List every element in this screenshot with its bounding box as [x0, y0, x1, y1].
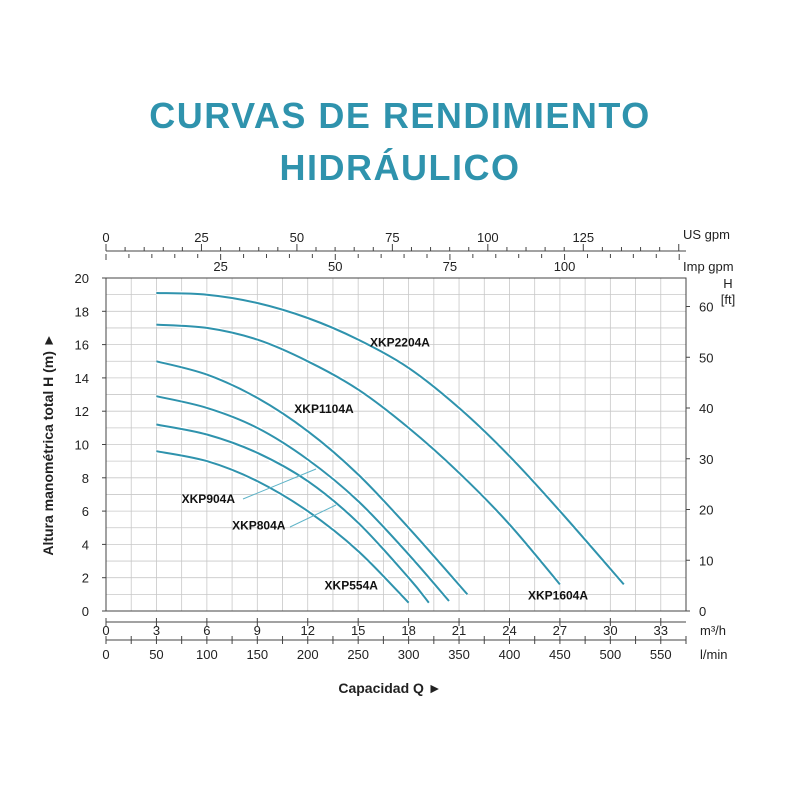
m3h-tick-label: 21 — [452, 623, 466, 638]
ft-tick-label: 20 — [699, 503, 713, 518]
m3h-tick-label: 0 — [102, 623, 109, 638]
impgpm-tick-label: 75 — [443, 259, 457, 274]
y-axis-title: Altura manométrica total H (m) ► — [40, 333, 56, 555]
lmin-tick-label: 350 — [448, 647, 470, 662]
page-title-line-2: HIDRÁULICO — [279, 147, 521, 188]
ft-tick-label: 10 — [699, 553, 713, 568]
impgpm-tick-label: 50 — [328, 259, 342, 274]
lmin-axis-unit: l/min — [700, 647, 727, 662]
ft-tick-label: 0 — [699, 604, 706, 619]
impgpm-axis-unit: Imp gpm — [683, 259, 734, 274]
impgpm-tick-label: 25 — [213, 259, 227, 274]
y-tick-label: 10 — [75, 438, 89, 453]
curve-label-xkp904a: XKP904A — [182, 492, 236, 506]
ft-axis-unit-line-2: [ft] — [721, 292, 735, 307]
m3h-tick-label: 30 — [603, 623, 617, 638]
ft-tick-label: 40 — [699, 401, 713, 416]
curve-xkp1604a — [156, 323, 561, 586]
lmin-tick-label: 300 — [398, 647, 420, 662]
curve-xkp2204a — [156, 292, 625, 586]
ft-tick-label: 30 — [699, 452, 713, 467]
leader-line-xkp804a — [289, 504, 337, 528]
lmin-tick-label: 250 — [347, 647, 369, 662]
usgpm-tick-label: 25 — [194, 230, 208, 245]
y-tick-label: 12 — [75, 404, 89, 419]
lmin-tick-label: 50 — [149, 647, 163, 662]
chart-labels: XKP2204A XKP1104A XKP904A XKP804A XKP554A XKP… — [182, 335, 589, 602]
m3h-tick-label: 24 — [502, 623, 516, 638]
curve-label-xkp1604a: XKP1604A — [528, 588, 588, 602]
lmin-tick-label: 500 — [599, 647, 621, 662]
lmin-tick-label: 150 — [246, 647, 268, 662]
y-tick-label: 2 — [82, 571, 89, 586]
ft-axis-unit-line-1: H — [723, 276, 732, 291]
usgpm-tick-label: 0 — [102, 230, 109, 245]
y-tick-label: 6 — [82, 504, 89, 519]
curve-xkp554a — [156, 450, 410, 604]
y-tick-label: 16 — [75, 338, 89, 353]
curve-label-xkp1104a: XKP1104A — [294, 402, 354, 416]
y-tick-label: 20 — [75, 271, 89, 286]
m3h-tick-label: 6 — [203, 623, 210, 638]
lmin-tick-label: 550 — [650, 647, 672, 662]
lmin-tick-label: 0 — [102, 647, 109, 662]
curve-xkp904a — [156, 395, 450, 602]
y-tick-label: 8 — [82, 471, 89, 486]
y-tick-label: 14 — [75, 371, 89, 386]
curve-label-xkp804a: XKP804A — [232, 518, 286, 532]
leader-line-xkp904a — [242, 468, 317, 500]
y-tick-label: 4 — [82, 537, 89, 552]
usgpm-tick-label: 125 — [572, 230, 594, 245]
m3h-tick-label: 18 — [401, 623, 415, 638]
usgpm-axis-unit: US gpm — [683, 227, 730, 242]
page-title-line-1: CURVAS DE RENDIMIENTO — [149, 95, 651, 136]
m3h-tick-label: 15 — [351, 623, 365, 638]
lmin-tick-label: 200 — [297, 647, 319, 662]
impgpm-tick-label: 100 — [554, 259, 576, 274]
usgpm-tick-label: 100 — [477, 230, 499, 245]
m3h-tick-label: 9 — [254, 623, 261, 638]
y-tick-label: 0 — [82, 604, 89, 619]
curve-xkp804a — [156, 423, 430, 604]
curve-label-xkp2204a: XKP2204A — [370, 335, 430, 349]
chart-curves — [155, 290, 626, 605]
m3h-tick-label: 33 — [654, 623, 668, 638]
usgpm-tick-label: 50 — [290, 230, 304, 245]
m3h-tick-label: 12 — [301, 623, 315, 638]
x-axis-title: Capacidad Q ► — [338, 680, 441, 696]
m3h-tick-label: 27 — [553, 623, 567, 638]
curve-xkp1104a — [156, 360, 469, 596]
m3h-tick-label: 3 — [153, 623, 160, 638]
ft-tick-label: 60 — [699, 300, 713, 315]
lmin-tick-label: 400 — [499, 647, 521, 662]
lmin-tick-label: 450 — [549, 647, 571, 662]
curve-label-xkp554a: XKP554A — [325, 578, 379, 592]
usgpm-tick-label: 75 — [385, 230, 399, 245]
lmin-tick-label: 100 — [196, 647, 218, 662]
m3h-axis-unit: m³/h — [700, 623, 726, 638]
y-tick-label: 18 — [75, 304, 89, 319]
ft-tick-label: 50 — [699, 350, 713, 365]
